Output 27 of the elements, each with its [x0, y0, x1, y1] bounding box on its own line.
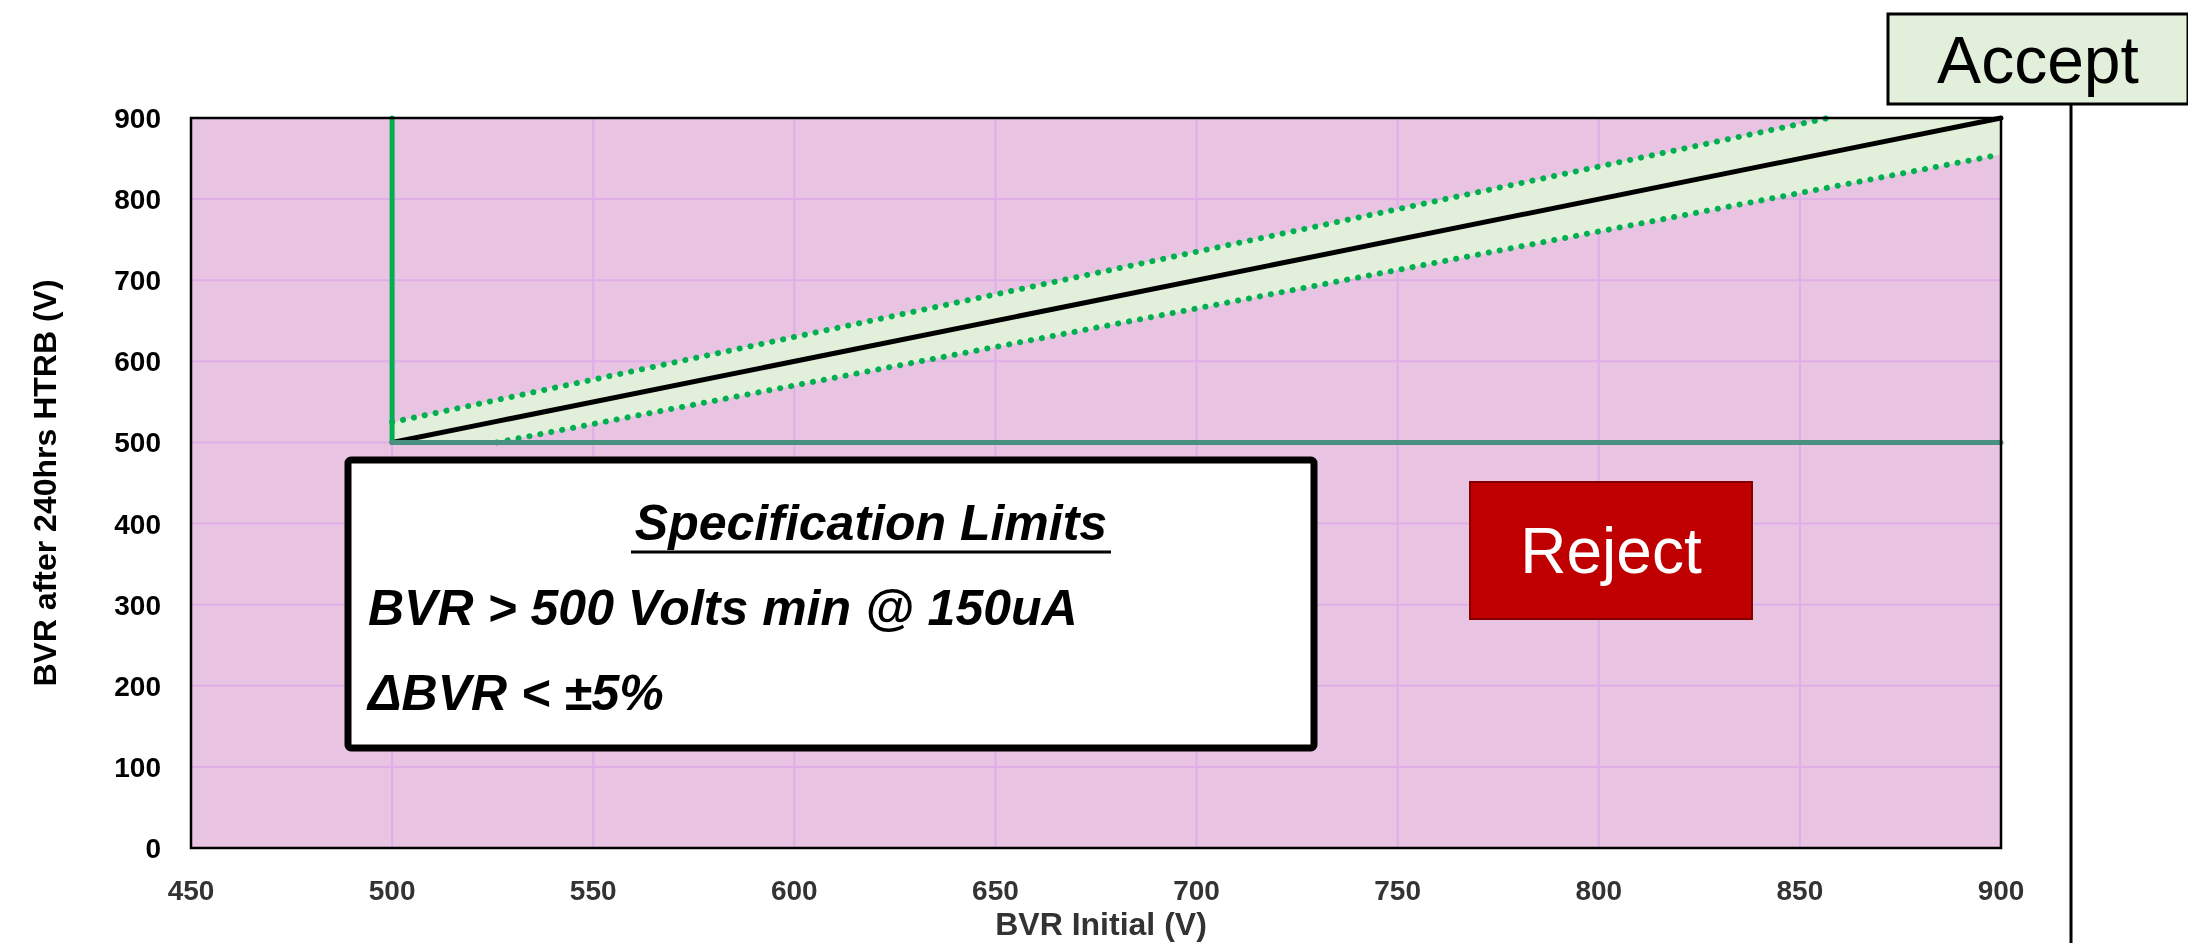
y-tick-label: 100: [114, 751, 161, 783]
y-tick-label: 600: [114, 346, 161, 378]
annotation: Specification Limits: [634, 495, 1108, 551]
annotation: Reject: [1520, 514, 1702, 587]
x-tick-label: 700: [1173, 875, 1220, 906]
text: Accept: [1937, 23, 2139, 97]
x-tick-label: 850: [1776, 875, 1824, 906]
y-tick-label: 0: [145, 833, 161, 864]
y-axis-title: BVR after 240hrs HTRB (V): [27, 279, 63, 687]
x-tick-label: 550: [569, 875, 617, 906]
y-tick-label: 200: [114, 670, 161, 702]
y-tick-label: 300: [114, 589, 161, 621]
x-tick-label: 500: [368, 875, 416, 906]
y-tick-label: 400: [114, 508, 161, 540]
x-tick-label: 600: [770, 875, 818, 906]
x-tick-label: 750: [1374, 875, 1422, 906]
x-axis-title: BVR Initial (V): [995, 906, 1207, 942]
x-tick-label: 800: [1575, 875, 1623, 906]
x-tick-label: 900: [1977, 875, 2025, 906]
annotation: ΔBVR < ±5%: [366, 665, 664, 721]
annotation: BVR > 500 Volts min @ 150uA: [368, 580, 1078, 636]
x-tick-label: 450: [167, 875, 215, 906]
x-tick-label: 650: [972, 875, 1019, 906]
y-tick-label: 800: [114, 184, 161, 216]
y-tick-label: 500: [114, 427, 161, 459]
y-tick-label: 900: [114, 103, 161, 134]
y-tick-label: 700: [114, 265, 161, 297]
